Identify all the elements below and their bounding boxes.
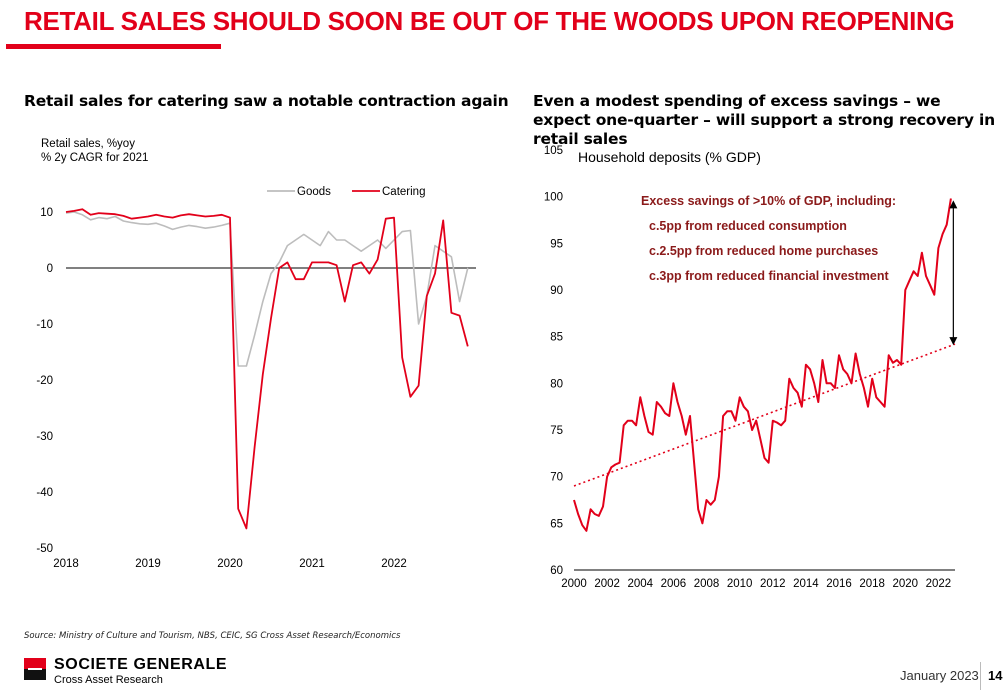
trend-line [573,343,956,487]
source-note: Source: Ministry of Culture and Tourism,… [24,631,401,641]
arrow-head-up [949,200,958,209]
y-tick-label: 65 [550,518,563,530]
brand-name: SOCIETE GENERALE [54,656,228,673]
y-axis-label: Household deposits (% GDP) [578,149,761,165]
y-axis-label: % 2y CAGR for 2021 [41,152,148,164]
y-tick-label: 60 [550,565,563,577]
x-tick-label: 2010 [727,578,753,590]
y-tick-label: 100 [544,192,563,204]
x-tick-label: 2020 [893,578,919,590]
legend-label-catering: Catering [382,186,425,198]
x-tick-label: 2021 [299,558,325,570]
y-tick-label: 80 [550,378,563,390]
x-tick-label: 2022 [926,578,952,590]
x-tick-label: 2018 [859,578,885,590]
annotation-text: c.3pp from reduced financial investment [649,269,889,283]
page-title: RETAIL SALES SHOULD SOON BE OUT OF THE W… [24,6,955,36]
page-number: 14 [988,668,1003,683]
x-tick-label: 2004 [627,578,653,590]
annotation-text: c.5pp from reduced consumption [649,219,847,233]
x-tick-label: 2019 [135,558,161,570]
title-underline [6,44,221,49]
x-tick-label: 2006 [661,578,687,590]
y-tick-label: -20 [36,375,53,387]
series-line-household-deposits [573,198,952,532]
y-tick-label: 90 [550,285,563,297]
y-tick-label: -10 [36,319,53,331]
x-tick-label: 2000 [561,578,587,590]
series-line-goods [65,211,469,367]
brand-logo-mark [24,658,46,680]
footer-divider [980,662,981,690]
legend-label-goods: Goods [297,186,331,198]
annotation-text: c.2.5pp from reduced home purchases [649,244,878,258]
series-line-catering [65,208,469,530]
y-axis-label: Retail sales, %yoy [41,138,135,150]
arrow-head-down [949,337,958,346]
x-tick-label: 2002 [594,578,620,590]
y-tick-label: 95 [550,238,563,250]
brand-subtitle: Cross Asset Research [54,674,163,686]
footer-date: January 2023 [900,668,979,683]
right-chart-heading: Even a modest spending of excess savings… [533,92,995,148]
x-tick-label: 2022 [381,558,407,570]
left-chart-heading: Retail sales for catering saw a notable … [24,92,509,110]
x-tick-label: 2012 [760,578,786,590]
annotation-text: Excess savings of >10% of GDP, including… [641,194,896,208]
y-tick-label: -40 [36,487,53,499]
x-tick-label: 2008 [694,578,720,590]
y-tick-label: 10 [40,207,53,219]
x-tick-label: 2014 [793,578,819,590]
y-tick-label: 85 [550,332,563,344]
y-tick-label: 105 [544,145,563,157]
x-tick-label: 2020 [217,558,243,570]
y-tick-label: -30 [36,431,53,443]
x-tick-label: 2018 [53,558,79,570]
x-tick-label: 2016 [826,578,852,590]
y-tick-label: -50 [36,543,53,555]
y-tick-label: 0 [47,263,53,275]
y-tick-label: 70 [550,472,563,484]
y-tick-label: 75 [550,425,563,437]
